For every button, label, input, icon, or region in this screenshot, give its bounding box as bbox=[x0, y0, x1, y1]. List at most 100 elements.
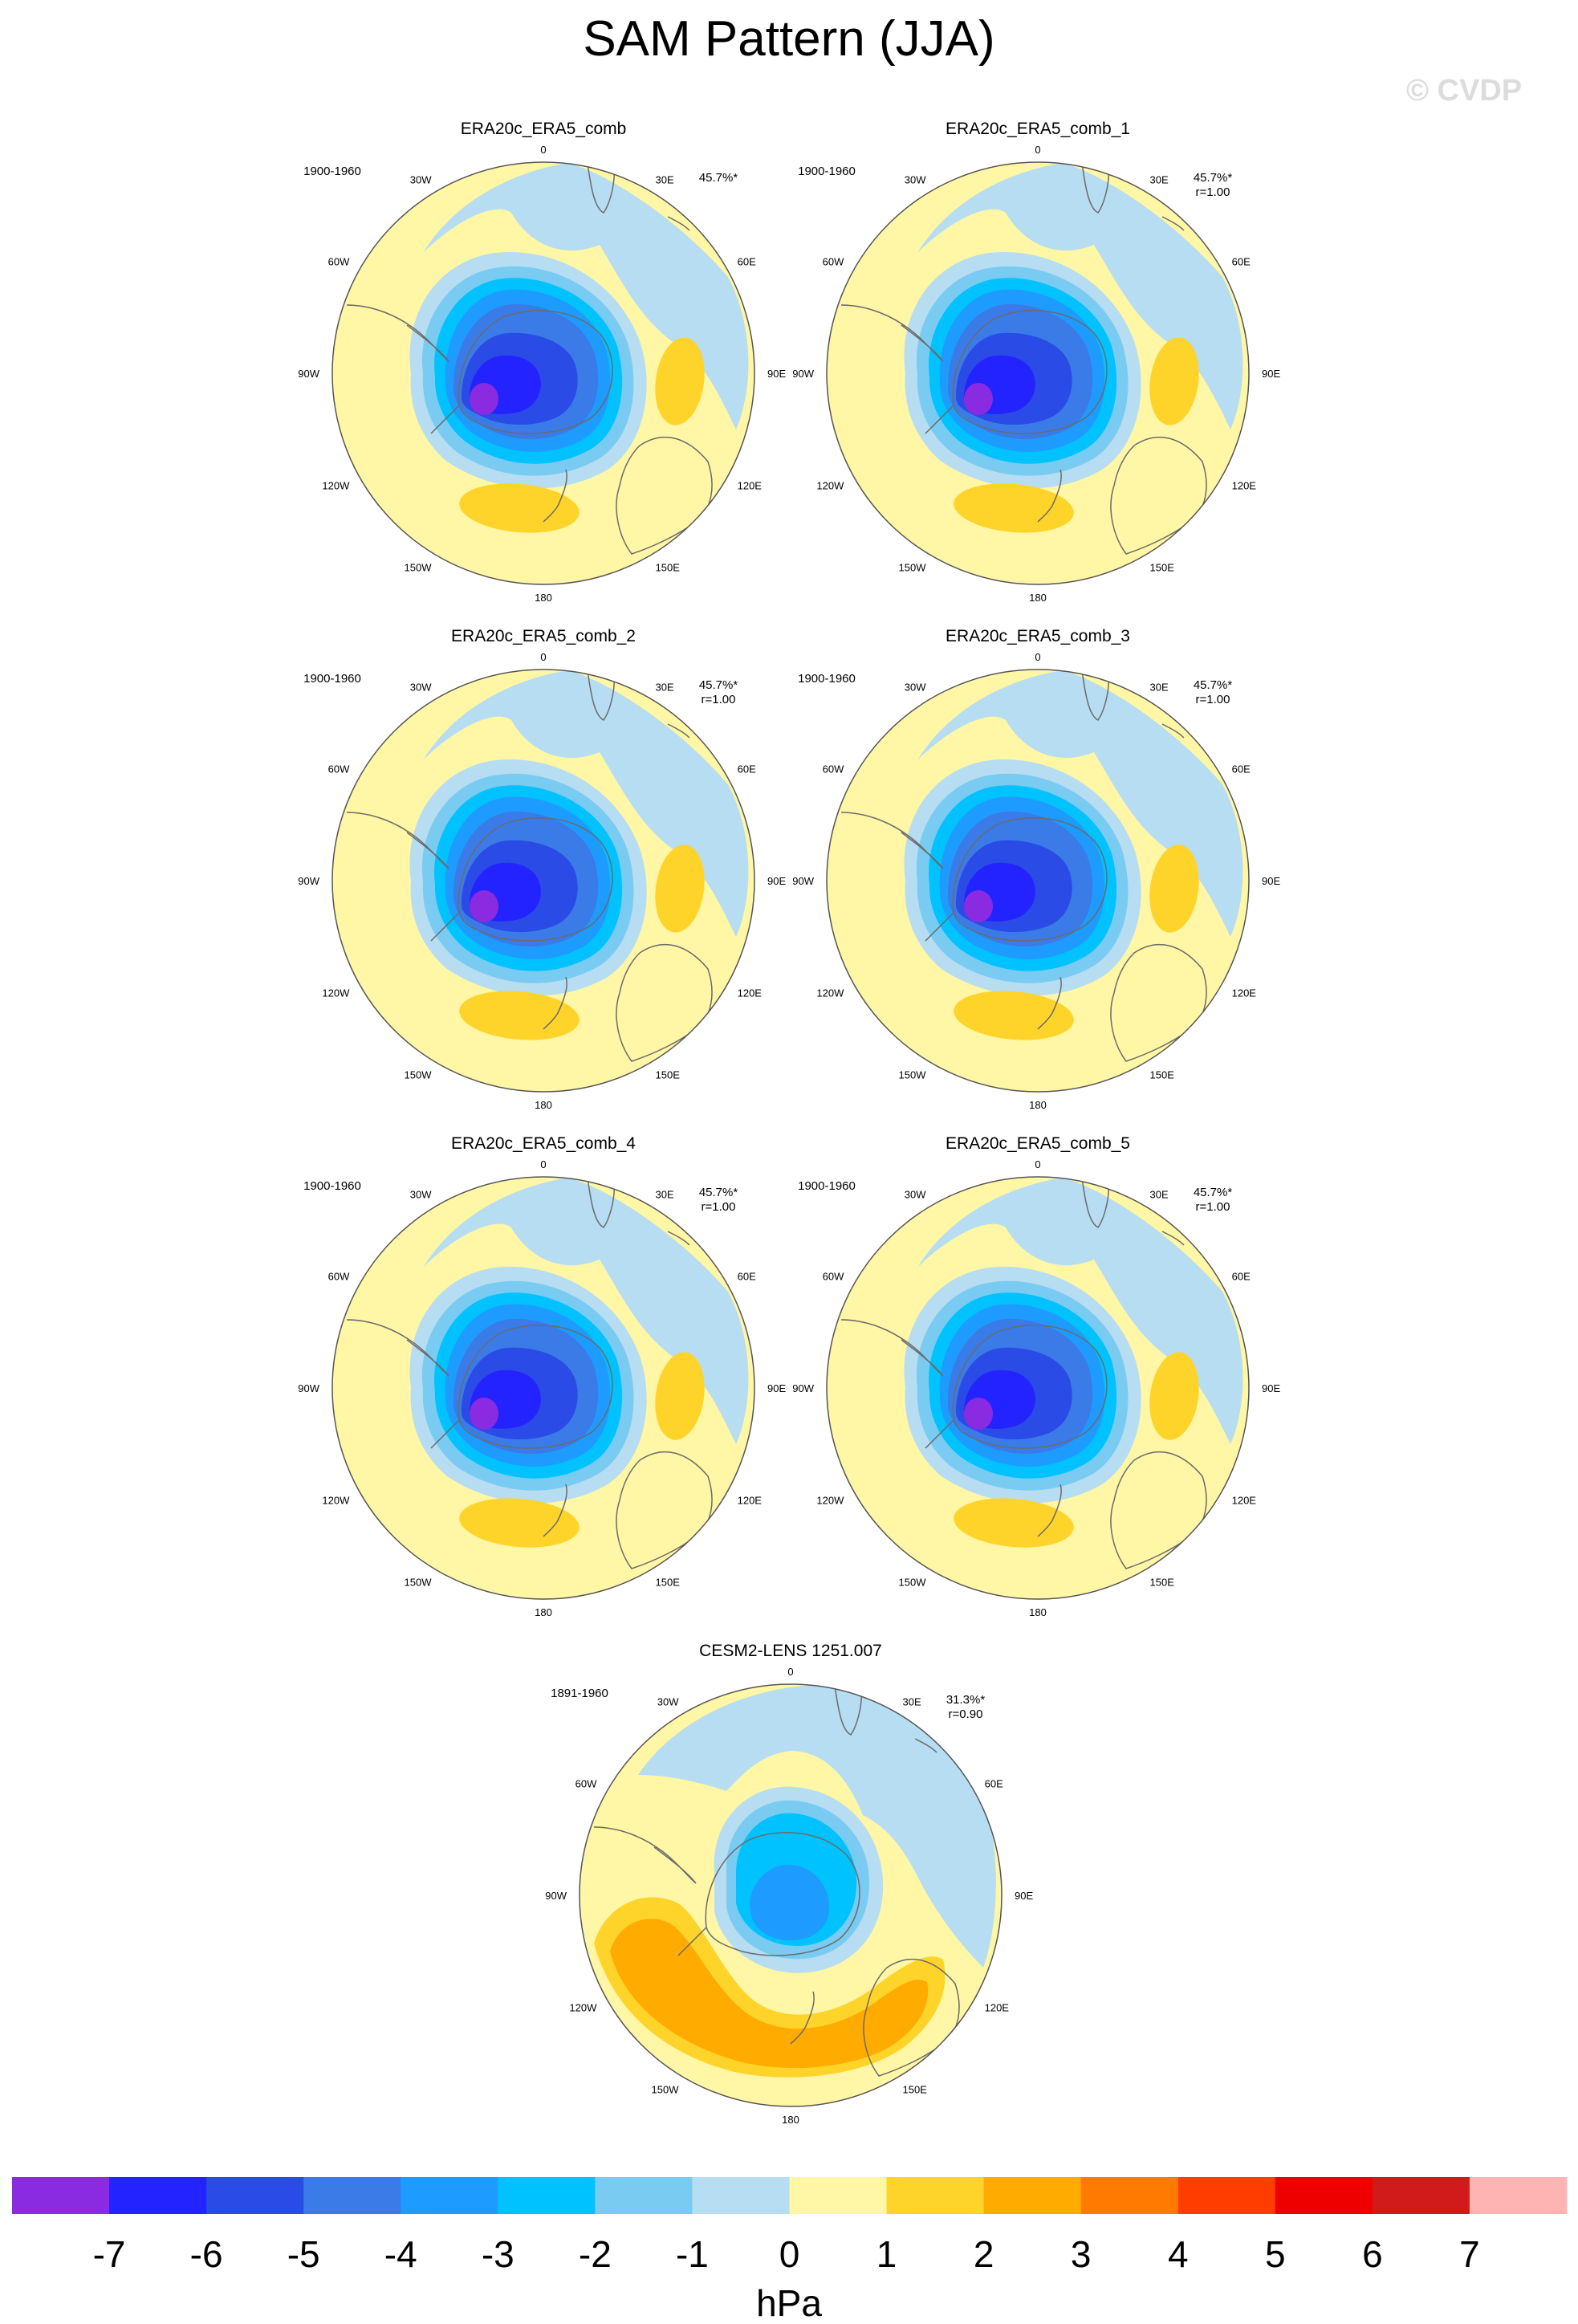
panel-title: ERA20c_ERA5_comb_1 bbox=[946, 120, 1130, 138]
colorbar-box-2 bbox=[206, 2177, 304, 2214]
colorbar-box-12 bbox=[1177, 2177, 1276, 2214]
map-disc: 0 30E 60E 90E 120E 150E 180 150W 120W 90W 60W 30W bbox=[298, 1158, 786, 1618]
colorbar-box-7 bbox=[692, 2177, 790, 2214]
panel-title: CESM2-LENS 1251.007 bbox=[699, 1642, 882, 1660]
lon-label-4: 120E bbox=[738, 480, 763, 492]
panel-title: ERA20c_ERA5_comb_4 bbox=[451, 1134, 636, 1153]
lon-label-0: 0 bbox=[787, 1666, 793, 1678]
lon-label-1: 30E bbox=[1150, 173, 1169, 185]
map-disc: 0 30E 60E 90E 120E 150E 180 150W 120W 90W 60W 30W bbox=[298, 144, 786, 604]
madagascar-outline bbox=[914, 1738, 937, 1753]
map-panel-1: ERA20c_ERA5_comb_1 0 30E 60E 90E 120E 150E 180 1… bbox=[792, 120, 1280, 604]
negative-band-north bbox=[423, 163, 600, 253]
africa-outline bbox=[1081, 162, 1110, 214]
map-panel-3: ERA20c_ERA5_comb_3 0 30E 60E 90E 120E 150E 180 1… bbox=[792, 627, 1280, 1111]
positive-patch-south bbox=[459, 1498, 580, 1548]
lon-label-11: 30W bbox=[905, 1188, 926, 1200]
colorbar-box-0 bbox=[12, 2177, 110, 2214]
south-america-outline bbox=[346, 812, 449, 869]
africa-outline bbox=[1081, 1177, 1110, 1228]
lon-label-7: 150W bbox=[405, 1577, 433, 1589]
lon-label-7: 150W bbox=[899, 1069, 927, 1081]
south-america-outline bbox=[840, 304, 944, 362]
positive-patch-east bbox=[1149, 845, 1199, 933]
australia-outline bbox=[1110, 436, 1207, 555]
lon-label-4: 120E bbox=[738, 987, 763, 999]
positive-patch-east bbox=[655, 337, 705, 425]
lon-label-11: 30W bbox=[410, 173, 432, 185]
colorbar-tick-label: -3 bbox=[482, 2233, 514, 2275]
lon-label-3: 90E bbox=[1262, 1382, 1280, 1394]
correlation-label: r=1.00 bbox=[1196, 693, 1230, 706]
lon-label-8: 120W bbox=[816, 987, 844, 999]
map-boundary bbox=[331, 669, 755, 1093]
lon-label-11: 30W bbox=[905, 173, 926, 185]
australia-outline bbox=[616, 943, 713, 1062]
lon-label-9: 90W bbox=[792, 875, 814, 887]
positive-patch-east bbox=[655, 845, 705, 933]
colorbar-box-8 bbox=[789, 2177, 888, 2214]
lon-label-11: 30W bbox=[410, 681, 432, 693]
colorbar-tick-label: 0 bbox=[779, 2233, 800, 2275]
lon-label-3: 90E bbox=[1015, 1890, 1033, 1902]
antarctica-outline bbox=[925, 817, 1108, 942]
colorbar-tick-label: -5 bbox=[287, 2233, 320, 2275]
map-boundary bbox=[826, 161, 1250, 585]
lon-label-7: 150W bbox=[899, 562, 927, 574]
new-zealand-outline bbox=[1037, 1484, 1062, 1537]
madagascar-outline bbox=[1161, 216, 1185, 231]
negative-band-north bbox=[917, 163, 1094, 253]
colorbar-tick-label: -1 bbox=[676, 2233, 709, 2275]
panel-title: ERA20c_ERA5_comb_2 bbox=[451, 627, 636, 645]
lon-label-10: 60W bbox=[575, 1778, 597, 1790]
lon-label-1: 30E bbox=[903, 1695, 921, 1707]
period-label: 1900-1960 bbox=[798, 165, 856, 178]
map-disc: 0 30E 60E 90E 120E 150E 180 150W 120W 90W 60W 30W bbox=[545, 1666, 1033, 2126]
lon-label-7: 150W bbox=[652, 2084, 680, 2096]
colorbar-box-5 bbox=[498, 2177, 596, 2214]
map-boundary bbox=[331, 1176, 755, 1600]
lon-label-11: 30W bbox=[905, 681, 926, 693]
new-zealand-outline bbox=[790, 1991, 815, 2045]
colorbar-box-6 bbox=[595, 2177, 693, 2214]
lon-label-10: 60W bbox=[328, 256, 350, 268]
positive-patch-south bbox=[954, 1498, 1074, 1548]
lon-label-1: 30E bbox=[656, 681, 674, 693]
positive-patch-south bbox=[954, 991, 1074, 1040]
lon-label-2: 60E bbox=[985, 1778, 1003, 1790]
australia-outline bbox=[1110, 1451, 1207, 1569]
colorbar-tick-label: -4 bbox=[384, 2233, 417, 2275]
colorbar-box-1 bbox=[109, 2177, 207, 2214]
lon-label-3: 90E bbox=[767, 368, 786, 380]
new-zealand-outline bbox=[543, 1484, 567, 1537]
lon-label-9: 90W bbox=[298, 1382, 319, 1394]
new-zealand-outline bbox=[1037, 469, 1062, 523]
map-boundary bbox=[579, 1683, 1003, 2107]
panel-title: ERA20c_ERA5_comb bbox=[461, 120, 627, 138]
lon-label-8: 120W bbox=[816, 480, 844, 492]
positive-patch-south bbox=[459, 991, 580, 1040]
colorbar-box-13 bbox=[1275, 2177, 1373, 2214]
africa-outline bbox=[587, 162, 616, 214]
lon-label-2: 60E bbox=[738, 1271, 756, 1283]
correlation-label: r=1.00 bbox=[702, 693, 736, 706]
lon-label-3: 90E bbox=[767, 1382, 786, 1394]
variance-label: 45.7%* bbox=[1194, 1186, 1233, 1199]
negative-core bbox=[470, 383, 498, 415]
colorbar-box-10 bbox=[983, 2177, 1082, 2214]
lon-label-8: 120W bbox=[322, 987, 350, 999]
lon-label-5: 150E bbox=[1150, 1577, 1175, 1589]
lon-label-8: 120W bbox=[816, 1495, 844, 1507]
variance-label: 45.7%* bbox=[1194, 171, 1233, 185]
correlation-label: r=1.00 bbox=[702, 1200, 736, 1214]
south-america-outline bbox=[346, 304, 449, 362]
negative-core bbox=[470, 890, 498, 922]
negative-band-north bbox=[423, 670, 600, 760]
lon-label-2: 60E bbox=[1232, 1271, 1251, 1283]
lon-label-5: 150E bbox=[656, 1069, 681, 1081]
antarctica-outline bbox=[430, 310, 613, 434]
map-disc: 0 30E 60E 90E 120E 150E 180 150W 120W 90W 60W 30W bbox=[792, 1158, 1280, 1618]
positive-patch-east bbox=[655, 1352, 705, 1440]
negative-region-4 bbox=[750, 1864, 830, 1941]
